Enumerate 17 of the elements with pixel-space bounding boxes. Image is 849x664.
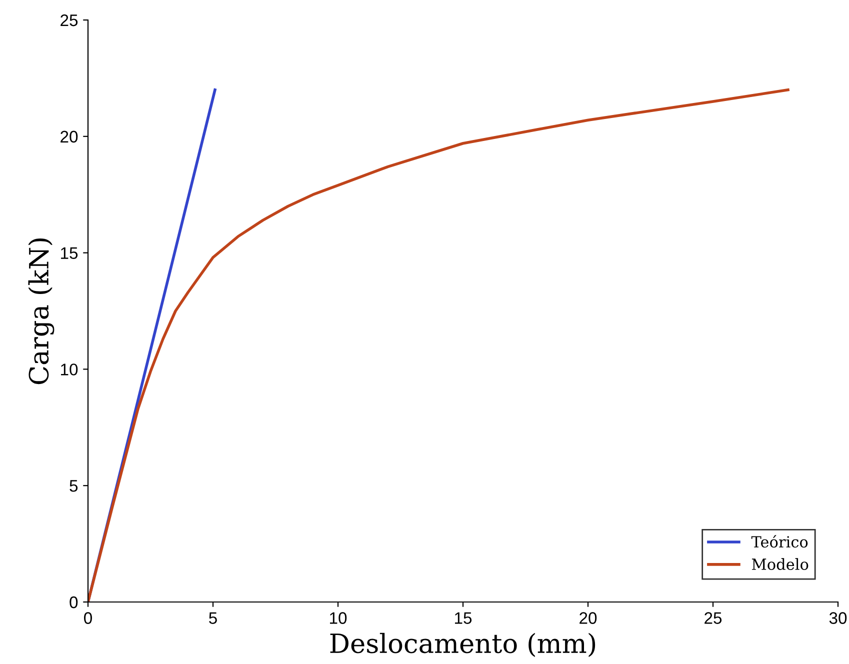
y-tick-label: 10 — [61, 364, 78, 376]
y-tick-label: 25 — [60, 14, 78, 26]
y-tick-label: 5 — [70, 480, 78, 492]
y-tick-label: 0 — [70, 596, 78, 608]
y-tick-label: 20 — [60, 130, 78, 143]
x-tick-label: 10 — [330, 612, 347, 624]
x-axis-title: Deslocamento (mm) — [330, 632, 596, 657]
x-tick-label: 15 — [455, 612, 472, 624]
x-tick-label: 25 — [704, 612, 722, 624]
y-tick-label: 15 — [61, 247, 78, 260]
x-tick-label: 30 — [829, 612, 847, 624]
y-axis-title: Carga (kN) — [28, 238, 54, 384]
x-tick-label: 20 — [580, 612, 597, 624]
x-tick-label: 0 — [84, 612, 92, 624]
legend-label: Teórico — [751, 535, 808, 548]
legend-label: Modelo — [752, 558, 808, 570]
x-tick-label: 5 — [209, 612, 217, 624]
